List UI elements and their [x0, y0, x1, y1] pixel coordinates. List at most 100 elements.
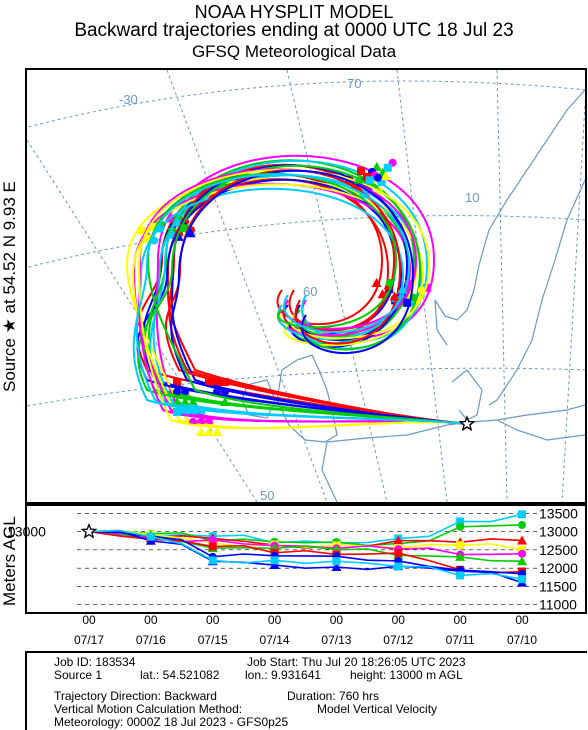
map-point-0-2: [371, 278, 382, 287]
map-point-20-2: [385, 279, 394, 287]
map-point-12-0: [357, 167, 365, 176]
map-point-8-3: [180, 397, 190, 406]
map-label-lat-70: 70: [347, 76, 361, 91]
time-axis: 00 07/17 00 07/16 00 07/15 00 07/14 00 07/13 00 07/…: [74, 613, 537, 647]
job-id: Job ID: 183534: [54, 655, 136, 669]
map-trajectory-18: [164, 169, 468, 425]
job-start: Job Start: Thu Jul 20 18:26:05 UTC 2023: [247, 655, 466, 669]
height-start-star: [80, 522, 98, 539]
height-series-3: [88, 529, 523, 551]
map-trajectory-13: [171, 164, 468, 425]
vertical-motion-value: Model Vertical Velocity: [317, 702, 438, 716]
map-point-21-3: [173, 408, 181, 416]
height-point-3-6: [456, 541, 465, 550]
height-point-0-7: [518, 510, 526, 519]
map-point-5-3: [212, 427, 222, 436]
map-point-20-3: [220, 397, 230, 406]
map-point-2-3: [188, 397, 198, 406]
height-tick-11500: 11500: [539, 578, 577, 594]
graticule-lon-minus20: [166, 70, 328, 502]
height-point-2-5: [393, 535, 404, 545]
coastline-ireland: [241, 379, 276, 419]
map-point-3-3: [197, 408, 205, 416]
coastline-norway: [434, 89, 585, 346]
map-canvas: -30 10 70 60 50: [27, 70, 585, 502]
height-tick-11000: 11000: [539, 597, 577, 613]
map-point-19-0: [373, 173, 382, 182]
start-height-label: 13000: [7, 524, 46, 540]
x-tick-date-0: 07/17: [74, 633, 104, 647]
trajectory-map: -30 10 70 60 50: [25, 68, 587, 504]
map-point-7-3: [173, 388, 181, 396]
source-star-marker: [458, 415, 476, 432]
x-tick-date-1: 07/16: [136, 633, 166, 647]
height-point-9-1: [146, 532, 155, 541]
map-point-14-1: [180, 224, 189, 233]
trajectory-duration: Duration: 760 hrs: [287, 689, 380, 703]
height-point-8-4: [331, 562, 342, 572]
chart-title-line-3: GFSQ Meteorological Data: [191, 42, 397, 61]
map-point-9-3: [189, 408, 197, 416]
x-tick-hour-2: 00: [206, 613, 220, 627]
graticule-lon-20: [561, 95, 585, 502]
height-point-9-6: [456, 571, 465, 580]
map-point-14-3: [172, 397, 182, 406]
height-series-1: [88, 524, 523, 547]
x-tick-date-4: 07/13: [321, 633, 351, 647]
source-star: [458, 415, 476, 432]
map-label-lat-50: 50: [260, 488, 274, 502]
height-tick-12500: 12500: [539, 542, 578, 558]
height-series-9: [88, 529, 523, 580]
map-trajectory-17: [137, 168, 468, 430]
height-tick-12000: 12000: [539, 560, 578, 576]
map-point-9-0: [383, 163, 392, 172]
height-tick-13500: 13500: [539, 505, 578, 521]
map-trajectories: [125, 154, 468, 436]
map-point-5-1: [137, 226, 146, 235]
height-point-2-7: [517, 535, 527, 545]
map-trajectory-12: [168, 163, 468, 425]
map-trajectory-20: [146, 172, 468, 425]
graticule-lon-minus10: [286, 70, 388, 502]
height-point-5-6: [455, 551, 466, 561]
map-point-19-2: [403, 298, 412, 307]
height-point-5-7: [517, 556, 527, 566]
x-tick-hour-4: 00: [330, 613, 344, 627]
x-tick-hour-7: 00: [515, 613, 529, 627]
map-point-18-2: [389, 291, 400, 301]
x-tick-hour-6: 00: [453, 613, 467, 627]
height-point-9-7: [518, 575, 526, 584]
graticule-lat-50: [27, 367, 585, 407]
chart-title-line-2: Backward trajectories ending at 0000 UTC…: [74, 20, 514, 41]
height-series-7: [88, 530, 523, 575]
x-tick-date-5: 07/12: [383, 633, 413, 647]
x-tick-date-2: 07/15: [198, 633, 228, 647]
map-point-3-0: [377, 177, 386, 186]
source-longitude: lon.: 9.931641: [245, 668, 322, 682]
height-point-4-2: [208, 535, 217, 544]
height-point-6-5: [394, 549, 403, 558]
coastline-denmark: [451, 369, 483, 421]
map-label-lon-minus30: -30: [119, 92, 138, 107]
trajectory-direction: Trajectory Direction: Backward: [54, 689, 217, 703]
height-series-8: [88, 530, 523, 584]
height-point-9-5: [394, 562, 403, 571]
height-point-6-2: [208, 542, 217, 551]
meteorology-info: Meteorology: 0000Z 18 Jul 2023 - GFS0p25: [54, 715, 289, 729]
map-point-17-0: [380, 171, 391, 181]
map-point-21-1: [156, 224, 165, 233]
map-point-0-3: [173, 378, 181, 386]
map-point-21-0: [365, 176, 374, 185]
map-point-21-2: [397, 284, 408, 294]
height-profile-canvas: 11000 11500 12000 12500 13000 13500 13000: [7, 505, 578, 613]
coastline-france: [321, 441, 338, 502]
x-tick-date-7: 07/10: [507, 633, 537, 647]
source-latitude: lat.: 54.521082: [140, 668, 220, 682]
graticule-lon-10: [496, 70, 508, 502]
height-point-8-3: [269, 560, 280, 570]
map-point-19-3: [213, 388, 221, 396]
map-point-20-0: [353, 174, 364, 184]
height-point-4-7: [518, 549, 526, 558]
height-point-3-7: [518, 545, 526, 554]
chart-title-line-1: NOAA HYSPLIT MODEL: [194, 2, 394, 22]
